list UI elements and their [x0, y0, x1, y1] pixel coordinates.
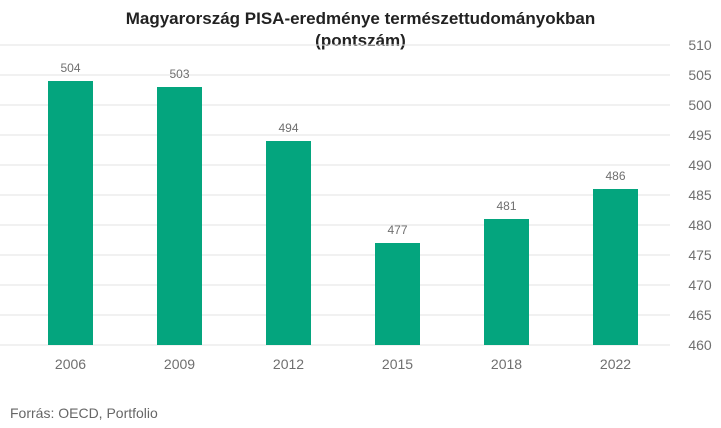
x-tick-label: 2006 [55, 356, 86, 372]
chart-title-line1: Magyarország PISA-eredménye természettud… [125, 9, 596, 28]
bar [266, 141, 311, 345]
x-tick-label: 2015 [382, 356, 413, 372]
y-tick-label: 465 [688, 307, 712, 323]
gridlines [0, 44, 670, 346]
value-label: 503 [169, 67, 189, 81]
y-tick-label: 480 [688, 217, 712, 233]
y-tick-label: 485 [688, 187, 712, 203]
y-tick-label: 505 [688, 67, 712, 83]
x-tick-label: 2009 [164, 356, 195, 372]
x-tick-label: 2018 [491, 356, 522, 372]
x-tick-label: 2012 [273, 356, 304, 372]
y-tick-label: 460 [688, 337, 712, 353]
value-label: 481 [496, 199, 516, 213]
y-tick-label: 495 [688, 127, 712, 143]
y-tick-label: 490 [688, 157, 712, 173]
source-note: Forrás: OECD, Portfolio [10, 405, 158, 421]
y-axis-ticks: 510 505 500 495 490 485 480 475 470 465 460 [688, 37, 712, 353]
value-labels: 504 503 494 477 481 486 [60, 61, 625, 237]
value-label: 494 [278, 121, 298, 135]
y-tick-label: 510 [688, 37, 712, 53]
bar [593, 189, 638, 345]
value-label: 477 [387, 223, 407, 237]
bar [375, 243, 420, 345]
y-tick-label: 500 [688, 97, 712, 113]
y-tick-label: 475 [688, 247, 712, 263]
value-label: 486 [605, 169, 625, 183]
y-tick-label: 470 [688, 277, 712, 293]
value-label: 504 [60, 61, 80, 75]
x-tick-label: 2022 [600, 356, 631, 372]
bar [48, 81, 93, 345]
bars [48, 81, 638, 345]
bar [157, 87, 202, 345]
x-axis-ticks: 2006 2009 2012 2015 2018 2022 [55, 356, 631, 372]
bar [484, 219, 529, 345]
